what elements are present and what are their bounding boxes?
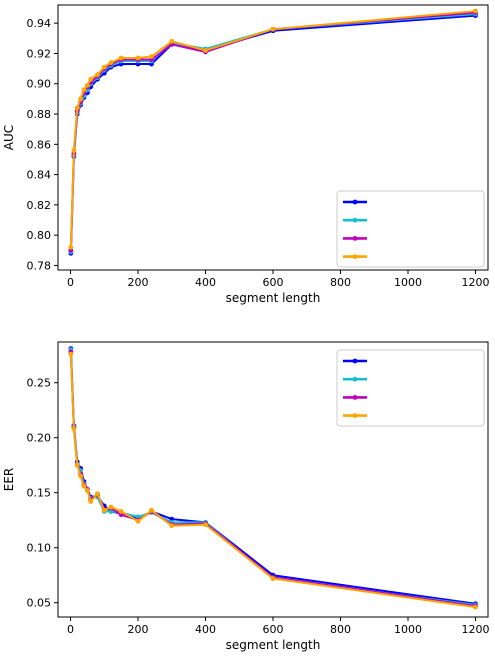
y-tick-label: 0.90 (27, 78, 52, 91)
y-axis-label: AUC (2, 125, 16, 150)
y-tick-label: 0.78 (27, 259, 52, 272)
x-tick-label: 400 (195, 276, 216, 289)
data-point (473, 604, 478, 610)
data-point (84, 488, 90, 493)
legend-marker-4 (352, 413, 358, 418)
data-point (135, 55, 141, 61)
data-point (71, 147, 77, 153)
y-tick-label: 0.82 (27, 199, 52, 212)
data-point (68, 244, 74, 250)
legend-marker-3 (352, 236, 358, 241)
x-axis-label: segment length (226, 291, 321, 305)
data-point (71, 426, 77, 432)
data-point (88, 76, 94, 82)
data-point (68, 351, 74, 357)
chart-panel-2: 0 200 400 600 800 1000 1200 0.05 0.10 0.15 0.20 0.2… (2, 341, 490, 652)
x-tick-label: 1000 (394, 623, 422, 636)
y-tick-label: 0.20 (27, 432, 52, 445)
data-point (88, 499, 94, 504)
data-point (203, 522, 208, 527)
legend (336, 349, 485, 427)
legend-marker-3 (352, 395, 358, 400)
data-point (95, 491, 100, 497)
data-point (169, 516, 175, 522)
y-tick-label: 0.15 (27, 487, 52, 500)
x-tick-label: 800 (330, 276, 351, 289)
data-point (473, 8, 478, 14)
y-tick-label: 0.92 (27, 47, 52, 60)
data-point (270, 576, 276, 581)
data-point (270, 26, 276, 32)
chart-panel-1: 0 200 400 600 800 1000 1200 0.78 0.80 0.82 0.84 0.8… (2, 4, 490, 305)
data-point (149, 54, 154, 59)
y-axis-label: EER (2, 468, 16, 492)
legend-box (336, 349, 485, 427)
data-point (78, 96, 84, 102)
data-point (108, 504, 114, 510)
y-tick-label: 0.86 (27, 138, 52, 151)
y-tick-label: 0.10 (27, 542, 52, 555)
data-point (101, 507, 107, 513)
x-tick-label: 0 (67, 623, 74, 636)
legend-box (336, 190, 485, 268)
x-tick-label: 200 (127, 623, 148, 636)
x-tick-label: 1200 (462, 623, 490, 636)
data-point (203, 48, 208, 53)
y-tick-label: 0.25 (27, 377, 52, 390)
legend-marker-1 (352, 199, 358, 205)
legend-marker-1 (352, 358, 358, 364)
legend-marker-4 (352, 254, 358, 259)
y-tick-label: 0.05 (27, 597, 52, 610)
data-point (118, 55, 124, 61)
y-tick-label: 0.84 (27, 169, 52, 182)
legend-marker-2 (352, 376, 358, 382)
y-tick-label: 0.94 (27, 17, 52, 30)
legend-marker-2 (352, 217, 358, 223)
y-tick-label: 0.88 (27, 108, 52, 121)
data-point (135, 514, 141, 520)
x-tick-label: 1000 (394, 276, 422, 289)
data-point (135, 518, 141, 524)
data-point (118, 509, 124, 514)
data-point (169, 38, 175, 44)
data-point (74, 105, 80, 111)
x-tick-label: 600 (263, 623, 284, 636)
y-tick-label: 0.80 (27, 229, 52, 242)
x-tick-label: 800 (330, 623, 351, 636)
data-point (78, 473, 84, 479)
x-axis-label: segment length (226, 638, 321, 652)
x-tick-label: 600 (263, 276, 284, 289)
data-point (118, 512, 124, 518)
x-tick-label: 1200 (462, 276, 490, 289)
data-point (149, 507, 154, 513)
x-tick-label: 400 (195, 623, 216, 636)
x-tick-label: 0 (67, 276, 74, 289)
data-point (108, 60, 114, 65)
data-point (81, 87, 87, 93)
data-point (84, 82, 90, 88)
x-tick-label: 200 (127, 276, 148, 289)
data-point (81, 483, 87, 489)
data-point (169, 523, 175, 529)
data-point (108, 509, 114, 514)
data-point (74, 462, 80, 468)
data-point (101, 64, 107, 70)
data-point (95, 72, 100, 78)
legend (336, 190, 485, 268)
